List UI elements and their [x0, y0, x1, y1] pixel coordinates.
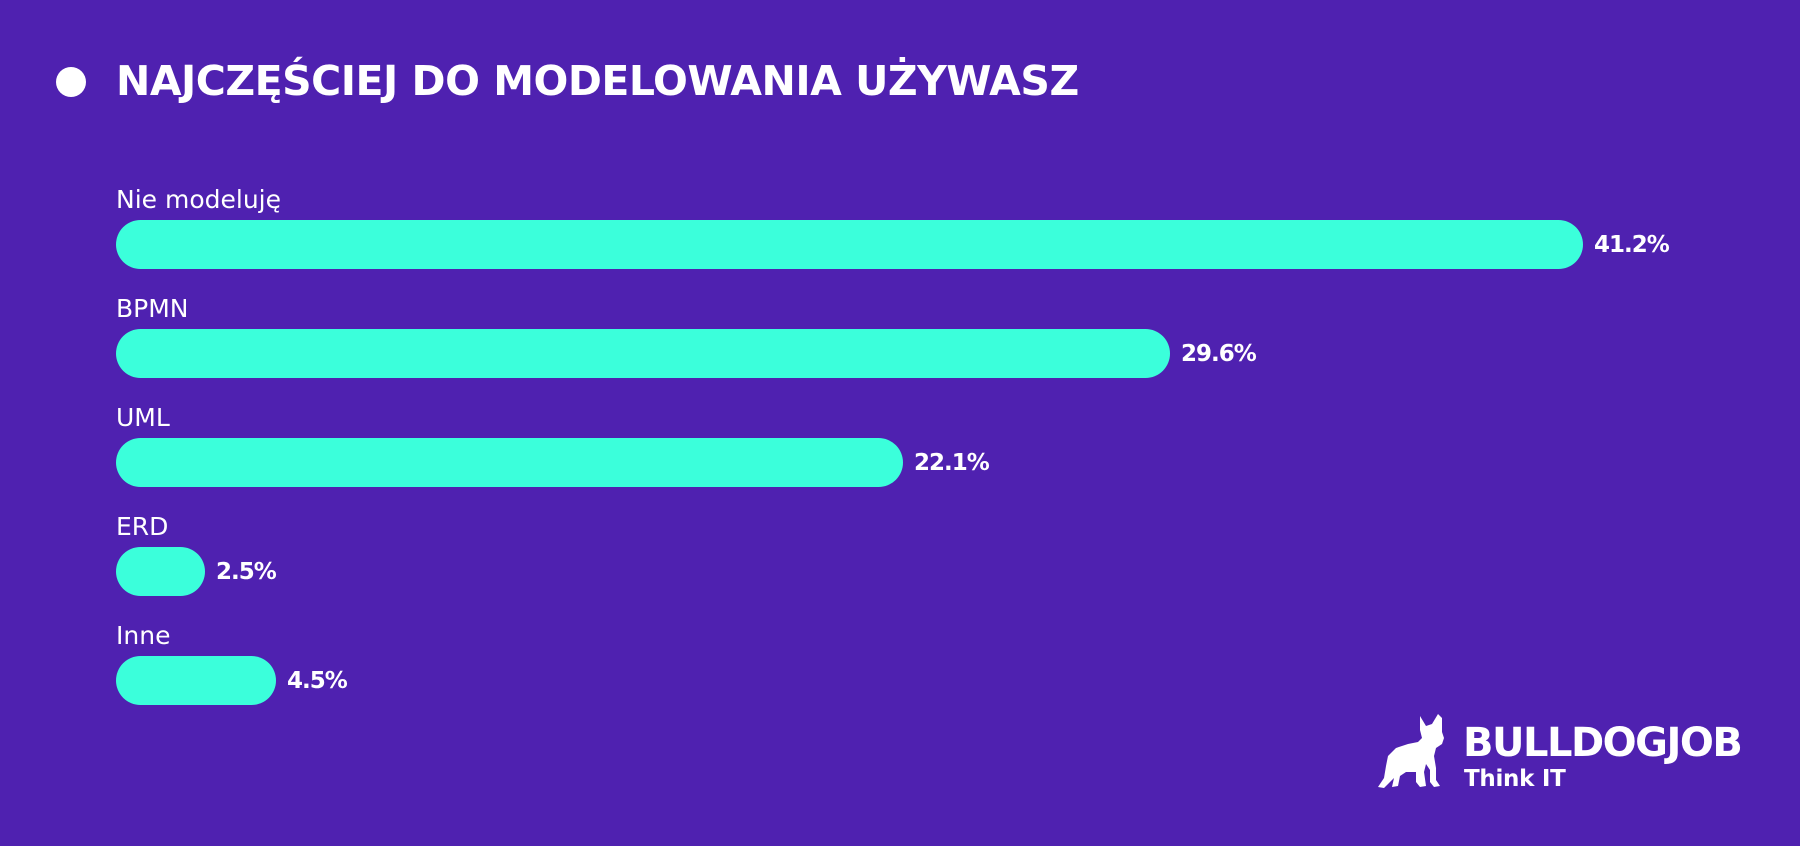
title-bullet-icon	[56, 67, 86, 97]
bar-label: ERD	[116, 512, 169, 541]
bar-label: UML	[116, 403, 170, 432]
bar-value: 41.2%	[1594, 231, 1670, 258]
bar-value: 2.5%	[216, 558, 277, 585]
bar	[116, 438, 903, 487]
bar	[116, 220, 1583, 269]
logo-name: BULLDOGJOB	[1463, 720, 1743, 766]
bar-value: 4.5%	[287, 667, 348, 694]
bar	[116, 329, 1170, 378]
bar-label: Nie modeluję	[116, 185, 281, 214]
logo-tagline: Think IT	[1464, 766, 1566, 792]
bar-value: 22.1%	[914, 449, 990, 476]
bar	[116, 547, 205, 596]
bar-label: Inne	[116, 621, 171, 650]
bulldog-icon	[1378, 714, 1444, 788]
chart-title: NAJCZĘŚCIEJ DO MODELOWANIA UŻYWASZ	[116, 57, 1079, 105]
bar-value: 29.6%	[1181, 340, 1257, 367]
bar	[116, 656, 276, 705]
bar-label: BPMN	[116, 294, 189, 323]
